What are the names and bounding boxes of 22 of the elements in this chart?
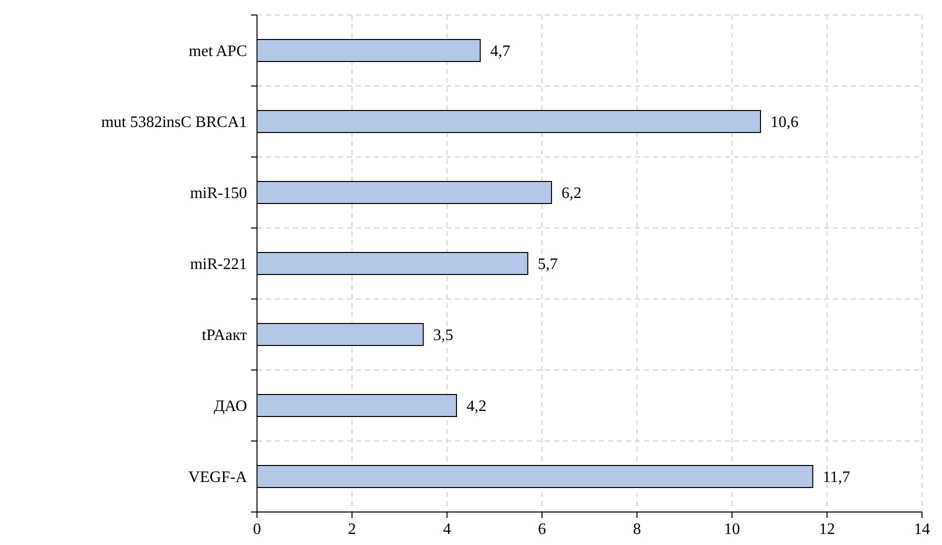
y-tick-label: miR-150 (190, 185, 247, 202)
y-tick-label: met APC (188, 43, 247, 60)
x-tick-label: 2 (348, 521, 356, 538)
data-label: 3,5 (433, 327, 454, 344)
y-tick-label: VEGF-A (188, 469, 248, 486)
x-tick-label: 6 (538, 521, 546, 538)
data-label: 5,7 (538, 256, 558, 274)
data-label: 11,7 (822, 469, 850, 486)
data-label: 10,6 (770, 114, 798, 132)
y-tick-label: mut 5382insC BRCA1 (101, 114, 247, 132)
x-tick-label: 10 (724, 521, 740, 538)
x-tick-label: 0 (253, 521, 261, 538)
x-tick-label: 14 (914, 521, 930, 538)
data-label: 4,7 (490, 43, 510, 60)
y-tick-label: ДАО (214, 398, 247, 416)
x-tick-label: 12 (819, 521, 835, 538)
y-tick-label: miR-221 (190, 256, 247, 274)
data-label: 4,2 (466, 398, 486, 416)
x-tick-label: 8 (633, 521, 641, 538)
data-label: 6,2 (562, 185, 582, 202)
y-tick-label: tPAакт (202, 327, 247, 344)
x-tick-label: 4 (443, 521, 451, 538)
